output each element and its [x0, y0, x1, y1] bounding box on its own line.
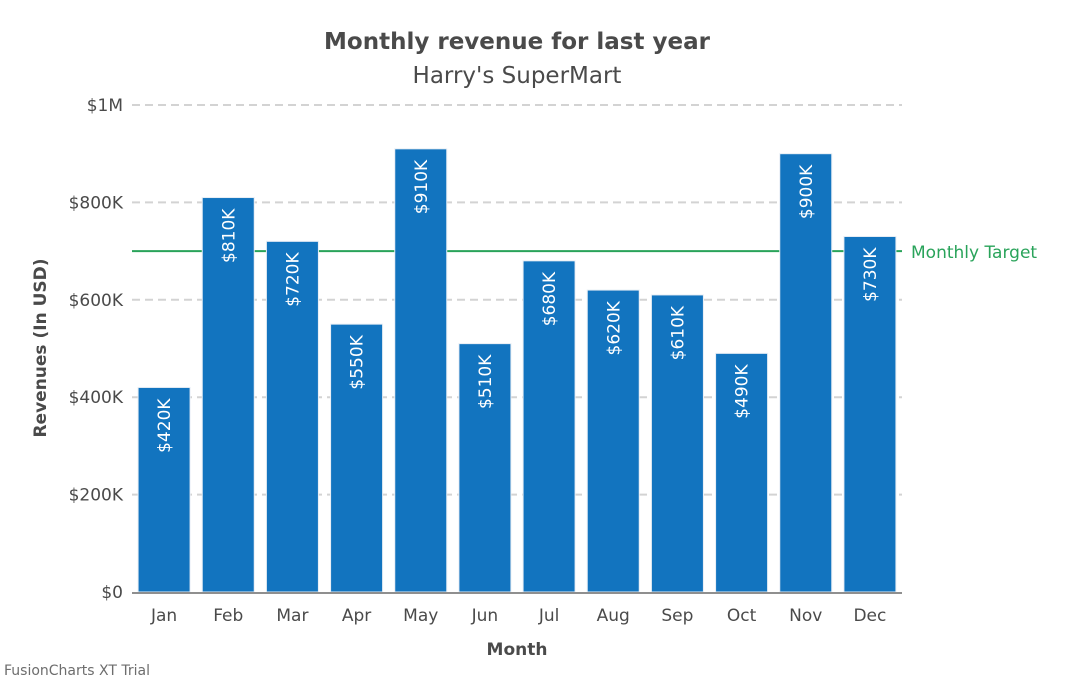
bar-jun[interactable]	[458, 343, 512, 593]
data-label: $490K	[733, 364, 753, 419]
x-tick-label: Nov	[789, 606, 822, 626]
bar-jan[interactable]	[137, 386, 191, 593]
x-axis-ticks: Jan Feb Mar Apr May Jun Jul Aug Sep Oct Nov Dec	[150, 606, 886, 626]
x-tick-label: Jun	[471, 606, 499, 626]
data-label: $620K	[604, 300, 624, 355]
x-tick-label: Apr	[342, 606, 371, 626]
y-tick-label: $1M	[87, 96, 123, 116]
bars	[137, 148, 897, 593]
y-tick-label: $400K	[69, 388, 124, 408]
bar-feb[interactable]	[201, 197, 255, 593]
bar-may[interactable]	[394, 148, 448, 593]
x-tick-label: Dec	[853, 606, 886, 626]
y-tick-label: $600K	[69, 291, 124, 311]
bar-oct[interactable]	[715, 352, 769, 593]
data-label: $810K	[219, 208, 239, 263]
bar-apr[interactable]	[330, 323, 384, 593]
x-tick-label: Mar	[276, 606, 308, 626]
bar-nov[interactable]	[779, 153, 833, 593]
x-tick-label: May	[403, 606, 438, 626]
data-label: $610K	[668, 305, 688, 360]
y-tick-label: $0	[101, 583, 123, 603]
x-axis-title: Month	[487, 640, 548, 660]
data-label: $730K	[861, 247, 881, 302]
y-tick-label: $200K	[69, 486, 124, 506]
data-label: $550K	[348, 334, 368, 389]
data-label: $900K	[797, 164, 817, 219]
grid-lines	[132, 104, 902, 496]
bar-dec[interactable]	[843, 235, 897, 593]
data-label: $720K	[283, 252, 303, 307]
bar-aug[interactable]	[586, 289, 640, 593]
y-axis-title: Revenues (In USD)	[31, 258, 51, 437]
value-labels: $420K $810K $720K $550K $910K $510K $680K $620K…	[155, 159, 881, 453]
data-label: $420K	[155, 398, 175, 453]
x-tick-label: Jan	[150, 606, 177, 626]
x-tick-label: Aug	[597, 606, 630, 626]
trendline-label: Monthly Target	[911, 243, 1037, 263]
data-label: $910K	[412, 159, 432, 214]
bar-mar[interactable]	[265, 240, 319, 593]
watermark: FusionCharts XT Trial	[4, 663, 150, 679]
x-tick-label: Oct	[727, 606, 757, 626]
y-axis-ticks: $0 $200K $400K $600K $800K $1M	[69, 96, 124, 603]
y-tick-label: $800K	[69, 193, 124, 213]
data-label: $510K	[476, 354, 496, 409]
x-tick-label: Feb	[213, 606, 243, 626]
chart-subtitle: Harry's SuperMart	[413, 63, 622, 89]
data-label: $680K	[540, 271, 560, 326]
chart-title: Monthly revenue for last year	[324, 29, 711, 55]
x-tick-label: Jul	[538, 606, 560, 626]
x-tick-label: Sep	[661, 606, 693, 626]
